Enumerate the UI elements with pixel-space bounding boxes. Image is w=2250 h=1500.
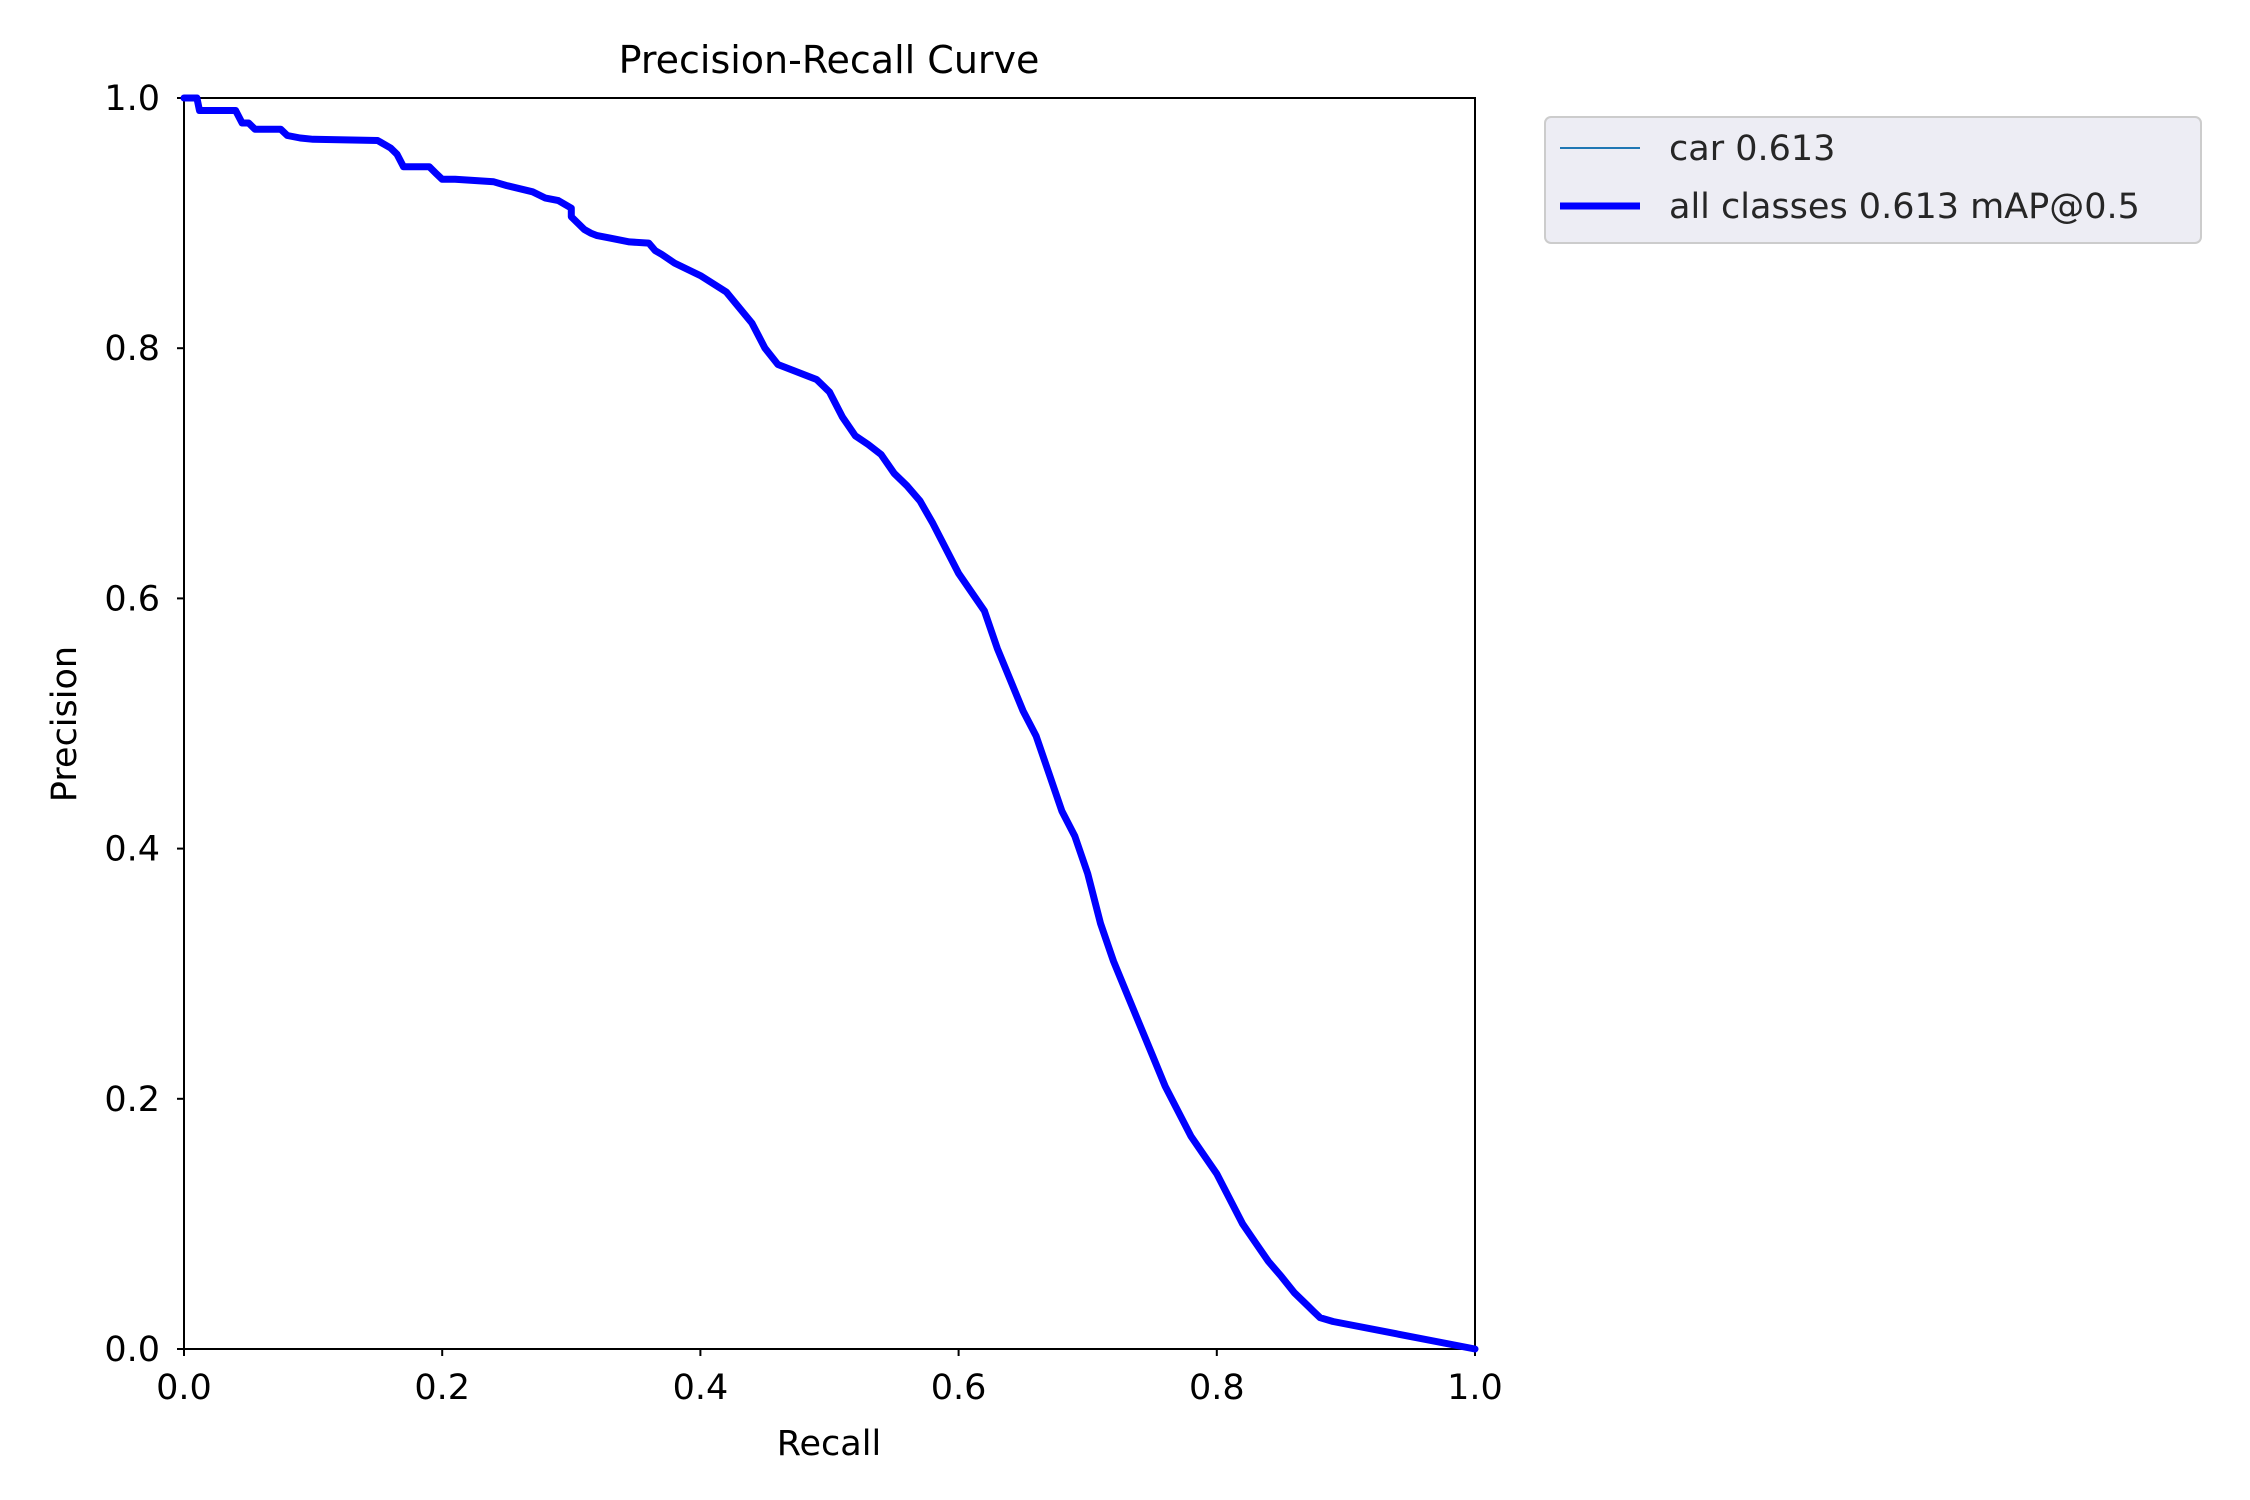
x-tick-label: 0.2: [414, 1368, 470, 1408]
x-tick-label: 0.0: [156, 1368, 212, 1408]
y-axis-label: Precision: [45, 646, 85, 802]
x-tick-label: 1.0: [1447, 1368, 1503, 1408]
chart-title: Precision-Recall Curve: [619, 38, 1040, 82]
y-tick-label: 0.6: [104, 579, 160, 619]
y-tick-label: 0.4: [104, 830, 160, 870]
x-axis-ticks: 0.0 0.2 0.4 0.6 0.8 1.0: [156, 1349, 1503, 1408]
y-tick-label: 0.2: [104, 1080, 160, 1120]
y-tick-label: 1.0: [104, 79, 160, 119]
series-line-all-classes: [180, 94, 1479, 1353]
legend-label-all-classes: all classes 0.613 mAP@0.5: [1669, 187, 2140, 227]
plot-area: [183, 97, 1476, 1350]
x-tick-label: 0.4: [673, 1368, 729, 1408]
x-axis-label: Recall: [777, 1424, 881, 1464]
x-tick-label: 0.8: [1189, 1368, 1245, 1408]
legend-frame: [1544, 116, 2202, 244]
legend-label-car: car 0.613: [1669, 129, 1835, 169]
y-axis-ticks: 0.0 0.2 0.4 0.6 0.8 1.0: [104, 79, 184, 1370]
series-layer: [180, 94, 1479, 1353]
y-tick-label: 0.8: [104, 329, 160, 369]
x-tick-label: 0.6: [931, 1368, 987, 1408]
legend: car 0.613 all classes 0.613 mAP@0.5: [1544, 116, 2202, 244]
y-tick-label: 0.0: [104, 1330, 160, 1370]
